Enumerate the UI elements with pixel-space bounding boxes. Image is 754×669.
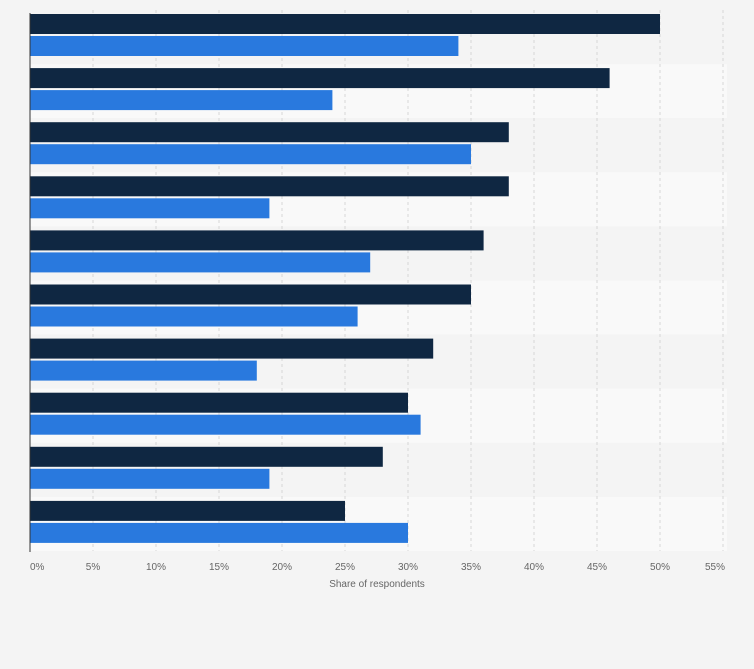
x-tick-label: 40% (524, 562, 544, 573)
bar-series-1 (30, 284, 471, 305)
bar-series-1 (30, 68, 610, 89)
x-tick-label: 55% (705, 562, 725, 573)
bar-series-1 (30, 14, 660, 34)
bar-series-2 (30, 306, 358, 327)
bar-series-2 (30, 90, 333, 111)
x-tick-label: 35% (461, 562, 481, 573)
x-tick-labels: 0% 5% 10% 15% 20% 25% 30% 35% 40% 45% 50% 55% (30, 562, 725, 573)
x-axis-title: Share of respondents (329, 579, 425, 590)
bar-series-2 (30, 468, 270, 489)
x-tick-label: 30% (398, 562, 418, 573)
bar-series-2 (30, 36, 459, 56)
bar-series-2 (30, 144, 471, 165)
x-tick-label: 45% (587, 562, 607, 573)
x-tick-label: 10% (146, 562, 166, 573)
bar-series-1 (30, 446, 383, 467)
bar-series-1 (30, 392, 408, 413)
bar-series-2 (30, 198, 270, 219)
x-tick-label: 0% (30, 562, 45, 573)
x-tick-label: 50% (650, 562, 670, 573)
bars (30, 14, 660, 543)
bar-series-2 (30, 414, 421, 435)
bar-series-1 (30, 338, 434, 359)
x-tick-label: 20% (272, 562, 292, 573)
bar-series-2 (30, 252, 371, 273)
bar-series-1 (30, 176, 509, 197)
bar-series-1 (30, 500, 345, 521)
x-tick-label: 5% (86, 562, 101, 573)
bar-series-1 (30, 230, 484, 251)
bar-series-1 (30, 122, 509, 143)
bar-series-2 (30, 360, 257, 381)
bar-series-2 (30, 522, 408, 543)
x-tick-label: 25% (335, 562, 355, 573)
x-tick-label: 15% (209, 562, 229, 573)
